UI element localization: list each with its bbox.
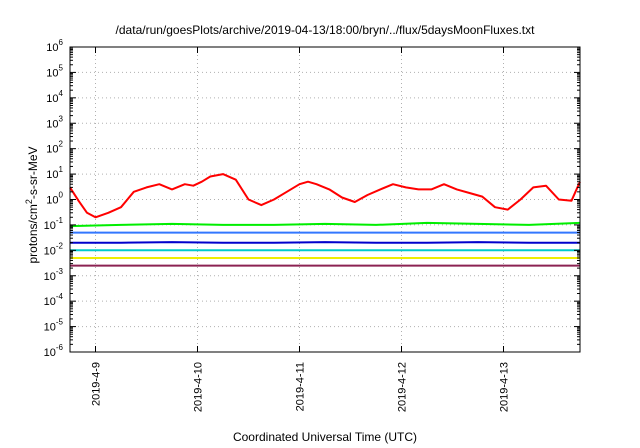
series-line-1 (69, 173, 581, 219)
y-tick-label: 100 (46, 191, 63, 207)
y-tick-label: 103 (46, 114, 63, 130)
y-tick-label: 105 (46, 63, 63, 79)
series-line-4 (70, 241, 580, 244)
x-axis-label: Coordinated Universal Time (UTC) (233, 430, 417, 444)
y-tick-label: 10-1 (44, 216, 64, 232)
series-group (69, 173, 581, 267)
y-axis-label: protons/cm2-s-sr-MeV (24, 146, 40, 263)
x-axis: 2019-4-9 2019-4-10 2019-4-11 2019-4-12 2019-… (91, 47, 511, 412)
y-axis: 10-6 10-5 10-4 10-3 10-2 10-1 100 101 102 103 104 1… (44, 38, 580, 359)
y-tick-label: 10-5 (44, 318, 64, 334)
y-tick-label: 101 (46, 165, 63, 181)
y-axis-label-main: protons/cm (26, 204, 40, 263)
y-axis-label-rest: -s-sr-MeV (26, 146, 40, 199)
y-tick-label: 106 (46, 38, 63, 54)
y-tick-label: 104 (46, 89, 63, 105)
y-tick-label: 10-6 (44, 343, 64, 359)
y-tick-label: 10-2 (44, 241, 64, 257)
x-tick-label: 2019-4-9 (91, 362, 103, 406)
grid (70, 47, 580, 352)
y-tick-label: 10-4 (44, 292, 64, 308)
x-tick-label: 2019-4-13 (499, 362, 511, 412)
y-axis-label-superscript: 2 (24, 199, 34, 204)
y-tick-label: 102 (46, 140, 63, 156)
x-tick-label: 2019-4-12 (397, 362, 409, 412)
chart-title: /data/run/goesPlots/archive/2019-04-13/1… (116, 23, 536, 37)
x-tick-label: 2019-4-10 (193, 362, 205, 412)
x-tick-label: 2019-4-11 (295, 362, 307, 411)
series-line-2 (69, 221, 581, 228)
y-tick-label: 10-3 (44, 267, 64, 283)
